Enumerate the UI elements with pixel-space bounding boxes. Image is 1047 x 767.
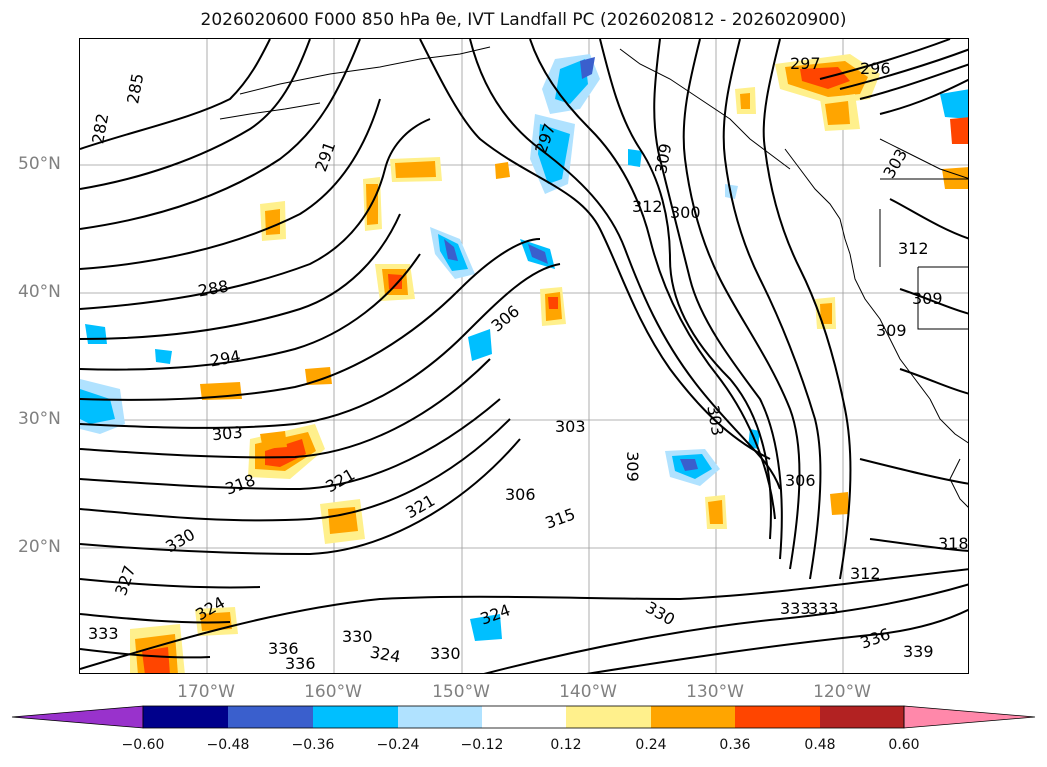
colorbar-tick-label: −0.48 bbox=[206, 737, 250, 753]
contour-label: 330 bbox=[342, 627, 373, 646]
colorbar-tick-label: −0.60 bbox=[121, 737, 165, 753]
colorbar-tick-label: −0.36 bbox=[291, 737, 335, 753]
colorbar-segment bbox=[143, 706, 228, 728]
contour-label: 303 bbox=[555, 417, 586, 436]
contour-label: 339 bbox=[903, 642, 934, 661]
colorbar-segment bbox=[11, 705, 144, 729]
lon-label-150w: 150°W bbox=[432, 682, 490, 702]
contour-label: 312 bbox=[898, 239, 929, 258]
coastlines bbox=[219, 46, 968, 508]
contour-lines bbox=[80, 39, 968, 673]
colorbar-segment bbox=[651, 706, 735, 728]
lat-label-20: 20°N bbox=[18, 537, 61, 557]
colorbar-tick-label: 0.24 bbox=[635, 737, 667, 753]
colorbar-tick-label: −0.24 bbox=[376, 737, 420, 753]
contour-label: 333 bbox=[780, 599, 811, 618]
lat-label-30: 30°N bbox=[18, 409, 61, 429]
contour-label: 333 bbox=[808, 599, 839, 618]
contour-label: 296 bbox=[860, 59, 891, 78]
colorbar-segment bbox=[820, 706, 904, 728]
contour-label: 333 bbox=[88, 624, 119, 643]
lon-label-140w: 140°W bbox=[559, 682, 617, 702]
contour-label: 318 bbox=[938, 534, 969, 553]
colorbar-segment bbox=[313, 706, 398, 728]
contour-label: 330 bbox=[430, 644, 461, 663]
colorbar-segment bbox=[903, 705, 1036, 729]
map-title: 2026020600 F000 850 hPa θe, IVT Landfall… bbox=[200, 10, 847, 30]
contour-label: 309 bbox=[876, 321, 907, 340]
colorbar-segment bbox=[566, 706, 651, 728]
graticule bbox=[80, 39, 968, 673]
colorbar-segment bbox=[398, 706, 482, 728]
contour-label: 306 bbox=[785, 471, 816, 490]
colorbar-tick-label: −0.12 bbox=[460, 737, 504, 753]
contour-label: 300 bbox=[670, 203, 701, 222]
colorbar-tick-label: 0.48 bbox=[804, 737, 836, 753]
contour-label: 312 bbox=[850, 564, 881, 583]
colorbar-segment bbox=[228, 706, 313, 728]
contour-label: 309 bbox=[622, 451, 642, 482]
colorbar-segment bbox=[735, 706, 820, 728]
shading-negative bbox=[80, 54, 968, 641]
contour-label: 303 bbox=[211, 422, 244, 445]
contour-label: 336 bbox=[285, 654, 316, 673]
contour-label: 306 bbox=[505, 485, 536, 504]
colorbar-tick-label: 0.36 bbox=[719, 737, 751, 753]
contour-label: 336 bbox=[268, 639, 299, 658]
contour-label: 312 bbox=[632, 197, 663, 216]
lon-label-170w: 170°W bbox=[177, 682, 235, 702]
lon-label-130w: 130°W bbox=[686, 682, 744, 702]
contour-label: 309 bbox=[912, 289, 943, 308]
map-canvas bbox=[80, 39, 968, 673]
map-plot-area: 285 282 291 288 294 303 318 321 330 327 … bbox=[79, 38, 969, 674]
contour-label: 297 bbox=[790, 54, 821, 73]
lat-label-40: 40°N bbox=[18, 282, 61, 302]
colorbar-segment bbox=[482, 706, 566, 728]
colorbar bbox=[11, 705, 1036, 729]
colorbar-tick-label: 0.60 bbox=[888, 737, 920, 753]
lat-label-50: 50°N bbox=[18, 154, 61, 174]
colorbar-tick-label: 0.12 bbox=[550, 737, 582, 753]
lon-label-160w: 160°W bbox=[304, 682, 362, 702]
lon-label-120w: 120°W bbox=[813, 682, 871, 702]
